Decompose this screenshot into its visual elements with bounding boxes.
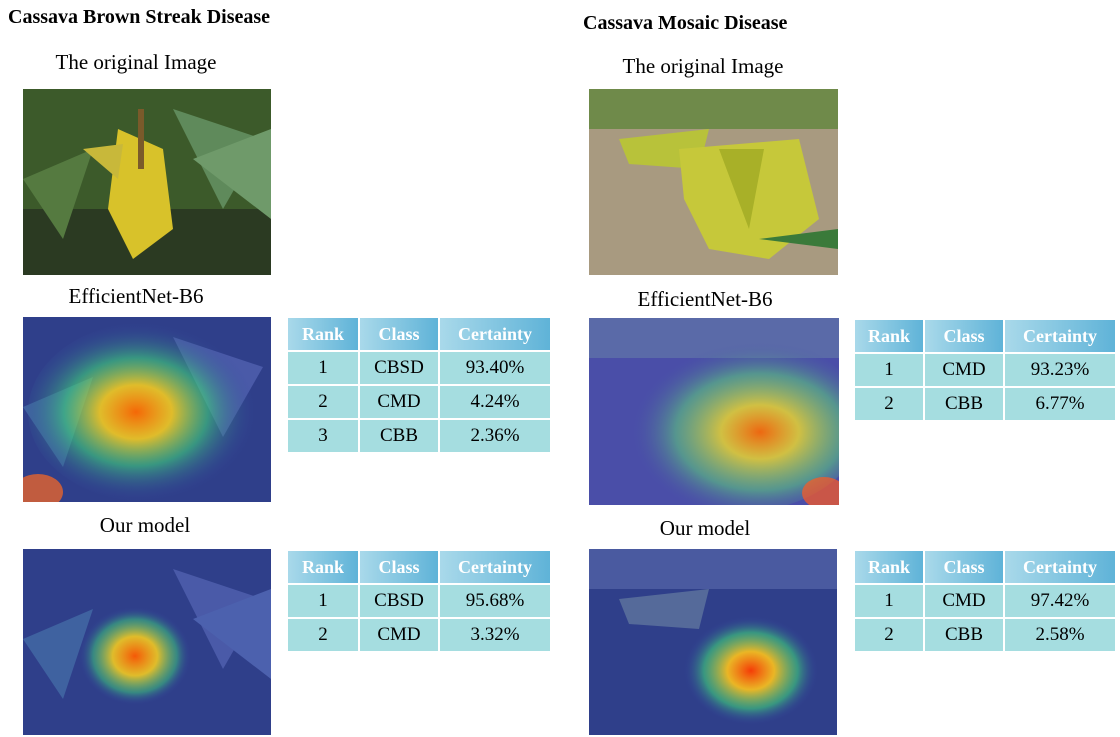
- table-row: 1 CMD 97.42%: [855, 585, 1115, 617]
- table-row: 2 CMD 3.32%: [288, 619, 550, 651]
- rank-header: Rank: [288, 551, 358, 583]
- class-cell: CMD: [360, 619, 438, 651]
- right-ours-table: Rank Class Certainty 1 CMD 97.42% 2 CBB …: [853, 549, 1117, 653]
- left-original-caption: The original Image: [55, 50, 217, 74]
- class-header: Class: [360, 551, 438, 583]
- class-cell: CBB: [360, 420, 438, 452]
- rank-cell: 2: [288, 619, 358, 651]
- table-row: 2 CBB 6.77%: [855, 388, 1115, 420]
- rank-cell: 2: [288, 386, 358, 418]
- rank-cell: 1: [855, 585, 923, 617]
- certainty-header: Certainty: [440, 318, 550, 350]
- right-ours-heatmap: [589, 549, 837, 735]
- rank-cell: 2: [855, 619, 923, 651]
- table-row: 2 CMD 4.24%: [288, 386, 550, 418]
- rank-cell: 1: [855, 354, 923, 386]
- rank-header: Rank: [855, 320, 923, 352]
- left-effnet-caption: EfficientNet-B6: [68, 284, 204, 308]
- certainty-cell: 95.68%: [440, 585, 550, 617]
- right-ours-caption: Our model: [659, 516, 751, 540]
- certainty-header: Certainty: [1005, 320, 1115, 352]
- certainty-cell: 3.32%: [440, 619, 550, 651]
- certainty-cell: 2.58%: [1005, 619, 1115, 651]
- class-cell: CBB: [925, 388, 1003, 420]
- certainty-cell: 97.42%: [1005, 585, 1115, 617]
- right-original-image: [589, 89, 838, 275]
- right-original-caption: The original Image: [622, 54, 784, 78]
- rank-header: Rank: [855, 551, 923, 583]
- class-header: Class: [925, 320, 1003, 352]
- certainty-cell: 4.24%: [440, 386, 550, 418]
- left-title: Cassava Brown Streak Disease: [8, 6, 271, 28]
- left-original-image: [23, 89, 271, 275]
- left-ours-heatmap: [23, 549, 271, 735]
- certainty-header: Certainty: [440, 551, 550, 583]
- rank-cell: 1: [288, 352, 358, 384]
- class-header: Class: [925, 551, 1003, 583]
- right-effnet-heatmap: [589, 318, 839, 505]
- rank-cell: 2: [855, 388, 923, 420]
- class-cell: CMD: [925, 354, 1003, 386]
- rank-header: Rank: [288, 318, 358, 350]
- certainty-header: Certainty: [1005, 551, 1115, 583]
- certainty-cell: 93.40%: [440, 352, 550, 384]
- table-row: 1 CMD 93.23%: [855, 354, 1115, 386]
- left-effnet-table: Rank Class Certainty 1 CBSD 93.40% 2 CMD…: [286, 316, 552, 454]
- class-cell: CBSD: [360, 352, 438, 384]
- left-ours-table: Rank Class Certainty 1 CBSD 95.68% 2 CMD…: [286, 549, 552, 653]
- table-row: 3 CBB 2.36%: [288, 420, 550, 452]
- table-row: 1 CBSD 93.40%: [288, 352, 550, 384]
- left-effnet-heatmap: [23, 317, 271, 502]
- right-effnet-table: Rank Class Certainty 1 CMD 93.23% 2 CBB …: [853, 318, 1117, 422]
- table-row: 1 CBSD 95.68%: [288, 585, 550, 617]
- certainty-cell: 6.77%: [1005, 388, 1115, 420]
- table-row: 2 CBB 2.58%: [855, 619, 1115, 651]
- rank-cell: 1: [288, 585, 358, 617]
- right-title: Cassava Mosaic Disease: [583, 12, 788, 34]
- class-cell: CBB: [925, 619, 1003, 651]
- class-header: Class: [360, 318, 438, 350]
- certainty-cell: 2.36%: [440, 420, 550, 452]
- class-cell: CBSD: [360, 585, 438, 617]
- class-cell: CMD: [360, 386, 438, 418]
- left-ours-caption: Our model: [99, 513, 191, 537]
- right-effnet-caption: EfficientNet-B6: [637, 287, 773, 311]
- certainty-cell: 93.23%: [1005, 354, 1115, 386]
- rank-cell: 3: [288, 420, 358, 452]
- class-cell: CMD: [925, 585, 1003, 617]
